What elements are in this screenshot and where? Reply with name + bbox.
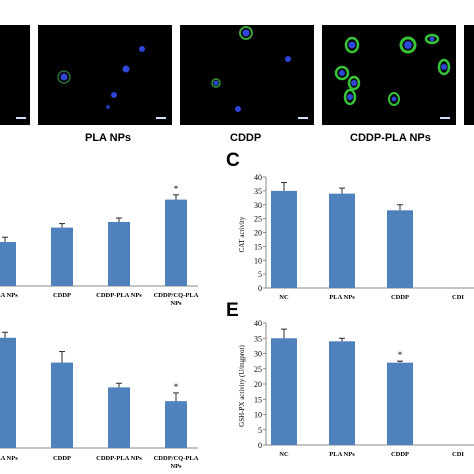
y-tick-label: 0 bbox=[258, 441, 262, 450]
bar bbox=[165, 401, 187, 448]
x-tick-label: NC bbox=[279, 451, 289, 458]
x-tick-label: NC bbox=[279, 294, 289, 301]
bar bbox=[329, 341, 355, 445]
x-tick-label: LA NPs bbox=[0, 455, 18, 462]
x-tick-label: CDDP bbox=[391, 294, 409, 301]
bar bbox=[165, 199, 187, 286]
micrograph-label-cddp: CDDP bbox=[230, 132, 262, 144]
x-tick-label: PLA NPs bbox=[329, 451, 355, 458]
significance-marker: * bbox=[174, 382, 179, 392]
micrograph-pla-nps bbox=[38, 25, 172, 125]
bar bbox=[0, 337, 16, 448]
x-tick-label: CDDP bbox=[391, 451, 409, 458]
bar bbox=[387, 210, 413, 288]
y-tick-label: 10 bbox=[254, 256, 262, 265]
cell-image-cddp bbox=[211, 26, 291, 112]
y-tick-label: 0 bbox=[258, 284, 262, 293]
x-tick-label: CDDP bbox=[53, 455, 71, 462]
y-tick-label: 20 bbox=[254, 380, 262, 389]
micrograph-label-pla-nps: PLA NPs bbox=[85, 132, 132, 144]
scale-bar bbox=[16, 117, 26, 119]
bar bbox=[51, 362, 73, 448]
cell-image-pla-nps bbox=[57, 46, 145, 109]
y-tick-label: 10 bbox=[254, 411, 262, 420]
y-tick-label: 25 bbox=[254, 215, 262, 224]
significance-marker: * bbox=[398, 350, 403, 360]
cell-image-cddp-pla-nps bbox=[334, 33, 451, 106]
y-tick-label: 35 bbox=[254, 334, 262, 343]
y-tick-label: 40 bbox=[254, 173, 262, 182]
bar bbox=[271, 190, 297, 288]
y-tick-label: 15 bbox=[254, 242, 262, 251]
y-tick-label: 35 bbox=[254, 187, 262, 196]
bar bbox=[108, 222, 130, 286]
y-tick-label: 40 bbox=[254, 319, 262, 328]
y-tick-label: 15 bbox=[254, 395, 262, 404]
scale-bar bbox=[440, 117, 450, 119]
x-tick-label: CDDP/CQ-PLA NPs bbox=[154, 455, 199, 470]
micrograph-label-cddp-pla-nps: CDDP-PLA NPs bbox=[350, 132, 431, 144]
y-axis-label: GSH-PX activity (U/mgprot) bbox=[238, 345, 246, 427]
y-tick-label: 5 bbox=[258, 426, 262, 435]
scale-bar bbox=[156, 117, 166, 119]
micrograph-partial-left bbox=[0, 25, 30, 125]
panel-letter-e: E bbox=[226, 300, 239, 321]
x-tick-label: CDI bbox=[452, 294, 464, 301]
scale-bar bbox=[298, 117, 308, 119]
bar-chart-cat-activity: 0 5 10 15 20 25 30 35 40 CAT activity NC PLA NPs CDD… bbox=[238, 173, 474, 301]
bar bbox=[387, 362, 413, 445]
micrograph-partial-right bbox=[464, 25, 474, 125]
bar-chart-gsh-px-activity: 0 5 10 15 20 25 30 35 40 GSH-PX activity (U/mgpro… bbox=[238, 319, 474, 458]
bar bbox=[0, 242, 16, 286]
x-tick-label: CDI bbox=[452, 451, 464, 458]
bar bbox=[271, 338, 297, 445]
micrograph-cddp-pla-nps bbox=[322, 25, 456, 125]
y-tick-label: 30 bbox=[254, 201, 262, 210]
x-tick-label: CDDP/CQ-PLA NPs bbox=[154, 292, 199, 307]
y-tick-label: 5 bbox=[258, 270, 262, 279]
x-tick-label: CDDP-PLA NPs bbox=[96, 455, 142, 462]
significance-marker: * bbox=[174, 184, 179, 194]
y-tick-label: 20 bbox=[254, 229, 262, 238]
y-tick-label: 25 bbox=[254, 365, 262, 374]
micrograph-cddp bbox=[180, 25, 314, 125]
y-axis-label: CAT activity bbox=[238, 216, 246, 252]
x-tick-label: PLA NPs bbox=[329, 294, 355, 301]
panel-letter-c: C bbox=[226, 150, 240, 171]
bar bbox=[108, 387, 130, 448]
bar bbox=[51, 227, 73, 286]
x-tick-label: LA NPs bbox=[0, 292, 18, 299]
y-tick-label: 30 bbox=[254, 350, 262, 359]
x-tick-label: CDDP-PLA NPs bbox=[96, 292, 142, 299]
bar bbox=[329, 193, 355, 288]
x-tick-label: CDDP bbox=[53, 292, 71, 299]
